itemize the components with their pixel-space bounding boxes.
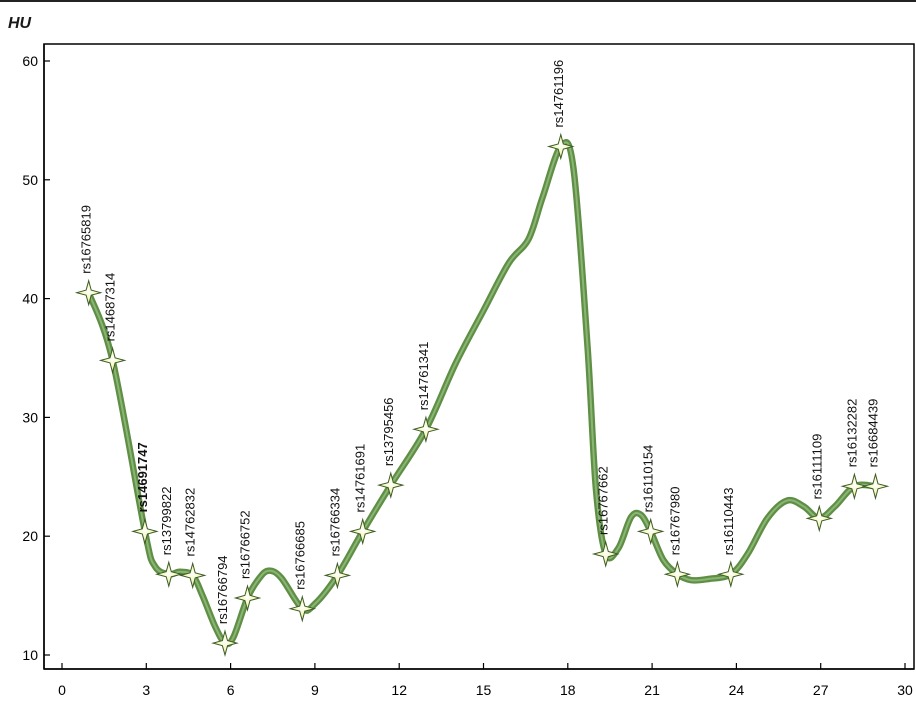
marker-label: rs16767662 xyxy=(596,466,611,535)
data-point-marker xyxy=(861,472,890,501)
x-tick-label: 30 xyxy=(897,682,913,698)
data-point-marker xyxy=(716,560,745,589)
y-tick-label: 30 xyxy=(22,409,38,425)
data-point-marker xyxy=(411,415,440,444)
marker-label: rs16766334 xyxy=(327,488,342,557)
top-border xyxy=(0,0,916,2)
marker-label: rs16766794 xyxy=(215,555,230,624)
x-tick-label: 3 xyxy=(142,682,150,698)
data-point-marker xyxy=(376,471,405,500)
marker-label: rs14761196 xyxy=(551,60,566,128)
data-point-marker xyxy=(636,517,665,546)
x-tick-label: 27 xyxy=(813,682,829,698)
x-tick-label: 24 xyxy=(729,682,745,698)
marker-label: rs14687314 xyxy=(103,273,118,342)
marker-labels: rs16765819 rs14687314 rs14691747 rs13799822… xyxy=(79,60,881,624)
y-tick-label: 60 xyxy=(22,53,38,69)
series-line xyxy=(85,139,879,648)
marker-label: rs16132282 xyxy=(844,399,859,468)
y-axis-label: HU xyxy=(8,15,32,32)
x-tick-label: 0 xyxy=(58,682,66,698)
series-line-highlight xyxy=(87,141,877,646)
x-tick-label: 12 xyxy=(391,682,407,698)
data-point-marker xyxy=(233,584,262,612)
data-point-marker xyxy=(130,517,159,546)
marker-label: rs16111109 xyxy=(809,434,824,500)
data-point-marker xyxy=(591,540,620,568)
x-tick-label: 21 xyxy=(644,682,660,698)
x-tick-label: 18 xyxy=(560,682,576,698)
data-markers xyxy=(74,132,890,658)
marker-label: rs14762832 xyxy=(183,488,198,557)
y-tick-label: 10 xyxy=(22,647,38,663)
data-point-marker xyxy=(805,504,834,533)
marker-label: rs13799822 xyxy=(159,487,174,556)
marker-label: rs16767980 xyxy=(667,487,682,556)
marker-label: rs16684439 xyxy=(866,399,881,468)
data-point-marker xyxy=(74,278,103,307)
y-tick-label: 20 xyxy=(22,528,38,544)
marker-label: rs14691747 xyxy=(135,442,150,512)
data-point-marker xyxy=(348,517,377,546)
marker-label: rs16766752 xyxy=(237,510,252,579)
marker-label: rs14761691 xyxy=(353,444,368,513)
y-tick-label: 40 xyxy=(22,291,38,307)
x-tick-label: 9 xyxy=(311,682,319,698)
x-tick-label: 6 xyxy=(227,682,235,698)
data-point-marker xyxy=(840,472,869,501)
series-curve xyxy=(85,139,879,648)
marker-label: rs13795456 xyxy=(381,397,396,466)
data-point-marker xyxy=(211,629,239,658)
data-point-marker xyxy=(546,132,575,161)
data-point-marker xyxy=(154,560,183,589)
marker-label: rs16110154 xyxy=(641,445,656,513)
data-point-marker xyxy=(98,346,127,375)
y-tick-label: 50 xyxy=(22,172,38,188)
data-point-marker xyxy=(663,560,692,589)
marker-label: rs16766685 xyxy=(292,521,307,590)
marker-label: rs16110443 xyxy=(721,488,736,556)
data-point-marker xyxy=(178,561,207,590)
marker-label: rs14761341 xyxy=(416,342,431,411)
x-tick-label: 15 xyxy=(476,682,492,698)
marker-label: rs16765819 xyxy=(79,205,94,274)
data-point-marker xyxy=(288,594,317,623)
data-point-marker xyxy=(323,561,352,590)
